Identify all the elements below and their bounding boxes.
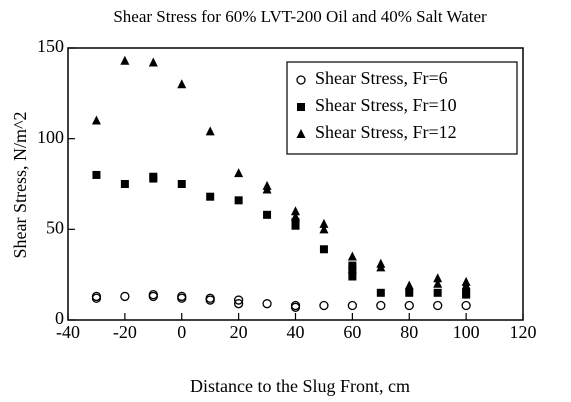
marker-square [348, 272, 357, 281]
x-tick-label: -40 [56, 322, 80, 342]
marker-circle [262, 299, 272, 309]
marker-circle [347, 300, 358, 311]
marker-circle [233, 295, 244, 305]
marker-square [206, 192, 215, 201]
marker-circle [404, 300, 414, 311]
marker-circle [433, 300, 443, 311]
y-tick-label: 50 [46, 217, 64, 237]
x-tick-label: 120 [510, 322, 537, 342]
x-tick-label: 60 [343, 322, 361, 342]
x-tick-label: -20 [113, 322, 137, 342]
legend-label: Shear Stress, Fr=6 [315, 68, 448, 88]
marker-square [405, 288, 414, 297]
marker-triangle [376, 262, 386, 272]
marker-circle [120, 291, 130, 302]
marker-circle [376, 300, 386, 311]
marker-circle [148, 291, 158, 302]
marker-triangle [234, 168, 244, 178]
y-axis-label: Shear Stress, N/m^2 [10, 112, 30, 259]
marker-triangle [205, 126, 215, 136]
marker-triangle [347, 264, 357, 274]
marker-triangle [433, 278, 443, 288]
x-tick-label: 80 [400, 322, 418, 342]
marker-triangle [120, 55, 130, 65]
marker-triangle [319, 224, 329, 234]
legend-box [286, 61, 518, 155]
marker-circle [177, 293, 187, 303]
legend-label: Shear Stress, Fr=10 [315, 95, 457, 115]
x-tick-label: 20 [230, 322, 248, 342]
marker-square [177, 180, 186, 188]
marker-triangle [319, 218, 329, 228]
marker-square [462, 290, 471, 299]
marker-circle [461, 300, 471, 311]
marker-circle [290, 302, 301, 312]
marker-square [263, 210, 272, 219]
marker-triangle [177, 79, 187, 89]
legend-label: Shear Stress, Fr=12 [315, 122, 457, 142]
marker-circle [233, 299, 244, 309]
marker-circle [205, 295, 215, 305]
marker-triangle [404, 280, 414, 290]
marker-square [120, 180, 129, 188]
marker-circle [296, 75, 306, 85]
marker-circle [91, 293, 102, 303]
marker-triangle [296, 129, 306, 138]
marker-square [291, 221, 300, 230]
y-tick-label: 150 [37, 36, 64, 56]
y-tick-label: 0 [55, 308, 64, 328]
chart-title: Shear Stress for 60% LVT-200 Oil and 40%… [113, 7, 487, 26]
marker-triangle [148, 57, 158, 67]
marker-square [149, 174, 158, 183]
marker-square [234, 196, 243, 205]
marker-triangle [91, 115, 101, 125]
marker-square [297, 103, 305, 111]
marker-triangle [291, 211, 300, 221]
marker-triangle [461, 280, 471, 290]
x-tick-label: 0 [177, 322, 186, 342]
x-tick-label: 40 [287, 322, 305, 342]
marker-triangle [291, 206, 300, 216]
marker-triangle [262, 184, 272, 194]
marker-triangle [433, 273, 443, 283]
marker-square [92, 170, 101, 179]
marker-circle [319, 300, 329, 311]
x-tick-label: 100 [453, 322, 480, 342]
marker-triangle [347, 251, 357, 261]
marker-square [319, 245, 328, 254]
marker-square [433, 288, 442, 297]
y-tick-label: 100 [37, 127, 64, 147]
x-axis-label: Distance to the Slug Front, cm [190, 376, 410, 396]
marker-square [376, 288, 385, 297]
